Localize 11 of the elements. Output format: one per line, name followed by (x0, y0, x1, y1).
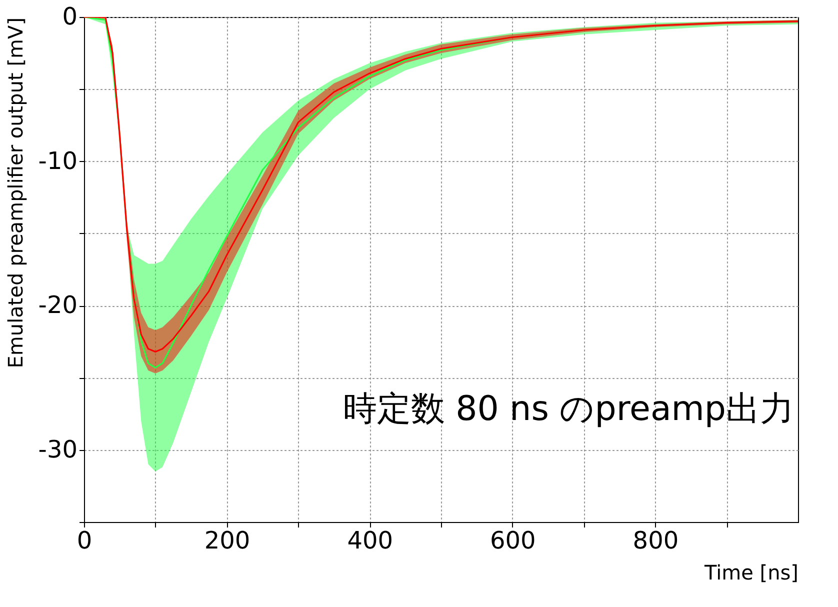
x-axis-title: Time [ns] (703, 560, 798, 584)
y-tick-label: 0 (62, 2, 78, 30)
y-axis-title: Emulated preamplifier output [mV] (3, 18, 28, 368)
x-tick-label: 600 (490, 526, 536, 554)
x-tick-label: 800 (632, 526, 679, 554)
y-tick-label: -20 (38, 291, 78, 320)
y-tick-label: -10 (38, 146, 78, 175)
annotation: 時定数 80 ns のpreamp出力 (342, 389, 794, 429)
x-tick-label: 400 (347, 526, 394, 554)
y-tick-label: -30 (38, 435, 78, 464)
x-tick-label: 200 (204, 526, 250, 554)
